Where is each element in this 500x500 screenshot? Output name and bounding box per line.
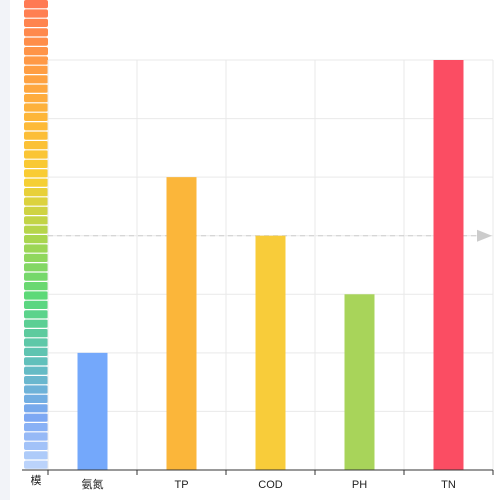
legend-segment: [24, 253, 48, 262]
legend-segment: [24, 282, 48, 291]
legend-segment: [24, 169, 48, 178]
legend-segment: [24, 56, 48, 65]
legend-segment: [24, 300, 48, 309]
reference-line-arrow: [477, 229, 492, 242]
legend-segment: [24, 357, 48, 366]
legend-segment: [24, 178, 48, 187]
legend-segment: [24, 366, 48, 375]
x-tick-label: TP: [174, 479, 188, 491]
legend-gradient: 模: [24, 0, 48, 487]
legend-segment: [24, 432, 48, 441]
legend-segment: [24, 319, 48, 328]
legend-segment: [24, 94, 48, 103]
x-tick-label: TN: [441, 479, 456, 491]
legend-segment: [24, 235, 48, 244]
x-tick-label: 氨氮: [82, 477, 104, 491]
legend-segment: [24, 28, 48, 37]
legend-segment: [24, 18, 48, 27]
legend-segment: [24, 206, 48, 215]
legend-segment: [24, 9, 48, 18]
legend-segment: [24, 338, 48, 347]
legend-segment: [24, 385, 48, 394]
legend-segment: [24, 272, 48, 281]
legend-segment: [24, 47, 48, 56]
reference-line: [48, 229, 492, 242]
legend-segment: [24, 122, 48, 131]
bars: [77, 60, 464, 470]
legend-segment: [24, 404, 48, 413]
legend-segment: [24, 244, 48, 253]
legend-segment: [24, 329, 48, 338]
legend-segment: [24, 84, 48, 93]
x-tick-label: COD: [258, 479, 283, 491]
bar-1: [166, 177, 197, 470]
legend-segment: [24, 413, 48, 422]
bar-4: [433, 60, 464, 470]
legend-segment: [24, 460, 48, 469]
legend-segment: [24, 188, 48, 197]
legend-label: 模: [31, 474, 42, 487]
legend-segment: [24, 37, 48, 46]
legend-segment: [24, 216, 48, 225]
bar-2: [255, 235, 286, 470]
legend-segment: [24, 131, 48, 140]
legend-segment: [24, 112, 48, 121]
legend-segment: [24, 441, 48, 450]
legend-segment: [24, 423, 48, 432]
legend-segment: [24, 0, 48, 9]
legend-segment: [24, 75, 48, 84]
legend-segment: [24, 347, 48, 356]
legend-segment: [24, 159, 48, 168]
legend-segment: [24, 291, 48, 300]
legend-segment: [24, 263, 48, 272]
legend-segment: [24, 451, 48, 460]
legend-segment: [24, 65, 48, 74]
x-axis: 氨氮 TP COD PH TN: [22, 469, 494, 491]
legend-segment: [24, 141, 48, 150]
legend-segment: [24, 150, 48, 159]
legend-segment: [24, 103, 48, 112]
legend-segment: [24, 376, 48, 385]
legend-segment: [24, 310, 48, 319]
bar-0: [77, 352, 108, 470]
x-tick-label: PH: [352, 479, 367, 491]
left-panel-edge: [0, 0, 10, 500]
legend-segment: [24, 394, 48, 403]
bar-3: [344, 294, 375, 470]
legend-segment: [24, 225, 48, 234]
legend-segment: [24, 197, 48, 206]
